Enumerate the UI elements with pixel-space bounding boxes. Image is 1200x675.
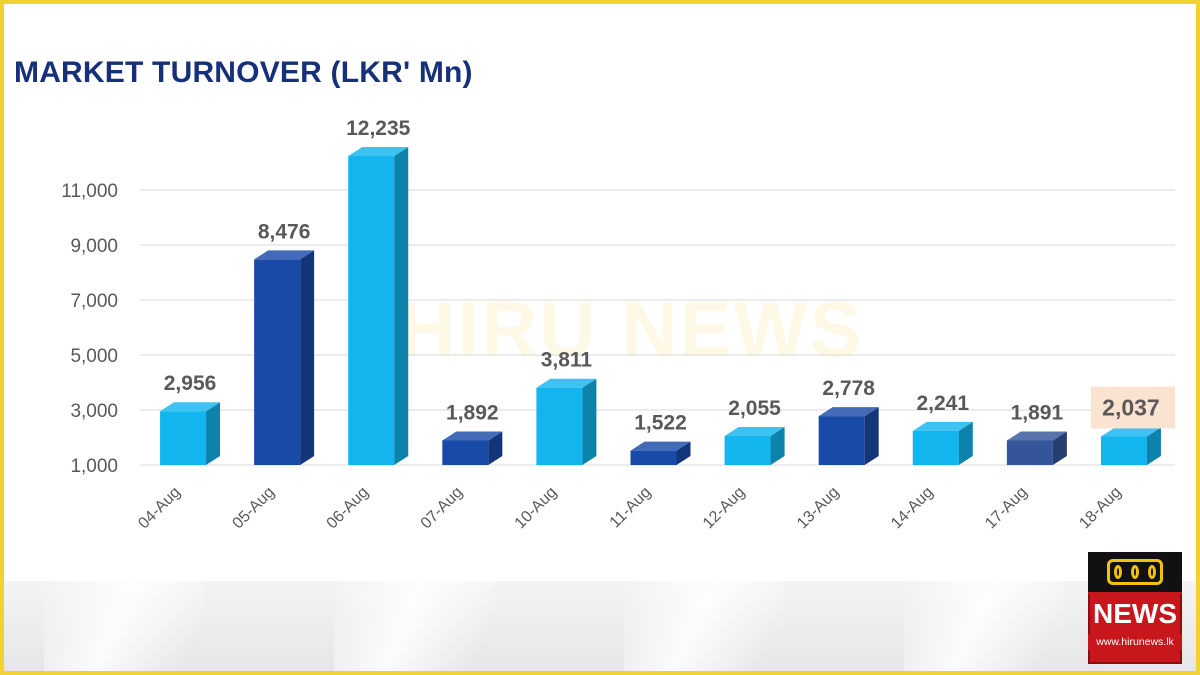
- data-label: 3,811: [541, 349, 593, 372]
- x-tick-label: 17-Aug: [982, 484, 1031, 533]
- bar-top: [630, 441, 691, 451]
- bar-top: [160, 402, 221, 412]
- y-tick-label: 7,000: [70, 291, 118, 312]
- bar-front: [1006, 440, 1053, 465]
- bar: [348, 147, 409, 465]
- x-tick-label: 13-Aug: [794, 484, 843, 533]
- data-label: 2,956: [164, 372, 217, 395]
- bar-top: [254, 250, 315, 260]
- bar-side: [582, 378, 597, 465]
- bar-front: [348, 156, 395, 465]
- x-tick-label: 06-Aug: [324, 484, 373, 533]
- data-label: 1,891: [1011, 401, 1064, 424]
- bar-front: [442, 440, 489, 465]
- bar: [442, 431, 503, 465]
- bar-side: [488, 431, 503, 465]
- highlight-box: [1090, 386, 1175, 429]
- x-tick-label: 07-Aug: [418, 484, 467, 533]
- bar: [818, 407, 879, 465]
- x-tick-label: 18-Aug: [1076, 484, 1125, 533]
- y-tick-label: 1,000: [70, 456, 118, 477]
- y-tick-label: 11,000: [61, 181, 118, 202]
- logo-text: NEWS: [1093, 598, 1177, 629]
- band-stripe: [904, 581, 1064, 671]
- bar-side: [394, 147, 409, 465]
- x-tick-label: 12-Aug: [700, 484, 749, 533]
- bar-side: [1146, 427, 1161, 465]
- bar-top: [724, 426, 785, 436]
- bar: [254, 250, 315, 465]
- y-tick-label: 3,000: [70, 401, 118, 422]
- bar-front: [160, 411, 207, 465]
- bar-front: [254, 259, 301, 465]
- bar-top: [818, 407, 879, 417]
- x-tick-label: 10-Aug: [512, 484, 561, 533]
- data-label: 2,241: [916, 392, 969, 415]
- bar-front: [1100, 436, 1147, 465]
- bar-chart: 1,000 3,000 5,000 7,000 9,000 11,000 2,956 04-A…: [61, 117, 1175, 533]
- bar: [536, 378, 597, 465]
- data-label: 2,037: [1102, 394, 1160, 420]
- bar: [1006, 431, 1067, 465]
- y-tick-label: 9,000: [70, 236, 118, 257]
- bar-front: [724, 435, 771, 465]
- bar-front: [818, 416, 865, 465]
- bar-top: [442, 431, 503, 441]
- bar-side: [206, 402, 221, 465]
- bar: [724, 426, 785, 465]
- y-tick-label: 5,000: [70, 346, 118, 367]
- bottom-decorative-band: [4, 581, 1196, 671]
- logo-mark: [1088, 552, 1182, 594]
- band-stripe: [624, 581, 784, 671]
- x-tick-label: 14-Aug: [888, 484, 937, 533]
- bar-side: [864, 407, 879, 465]
- bar: [912, 421, 973, 465]
- data-label: 2,055: [728, 397, 781, 420]
- bar-top: [536, 378, 597, 388]
- bar: [160, 402, 221, 465]
- band-stripe: [334, 581, 494, 671]
- x-tick-label: 05-Aug: [229, 484, 278, 533]
- bar: [1100, 427, 1161, 465]
- logo-url: www.hirunews.lk: [1088, 634, 1182, 650]
- x-tick-label: 04-Aug: [135, 484, 184, 533]
- data-label: 1,522: [634, 412, 687, 435]
- data-label: 1,892: [446, 401, 499, 424]
- bar-side: [770, 426, 785, 465]
- bar-top: [912, 421, 973, 431]
- bar-top: [1006, 431, 1067, 441]
- chart-title: MARKET TURNOVER (LKR' Mn): [14, 56, 473, 89]
- bar-side: [1052, 431, 1067, 465]
- bar-front: [912, 430, 959, 465]
- data-label: 2,778: [822, 377, 875, 400]
- bar-top: [348, 147, 409, 157]
- bar: [630, 441, 691, 465]
- data-label: 8,476: [258, 220, 311, 243]
- data-label: 12,235: [346, 117, 411, 140]
- bar-front: [630, 450, 677, 465]
- bar-side: [300, 250, 315, 465]
- hiru-news-logo: NEWS www.hirunews.lk: [1088, 552, 1182, 664]
- band-stripe: [44, 581, 204, 671]
- bar-side: [958, 421, 973, 465]
- x-tick-label: 11-Aug: [607, 484, 655, 532]
- bar-side: [676, 441, 691, 465]
- bar-front: [536, 387, 583, 465]
- bar-top: [1100, 427, 1161, 437]
